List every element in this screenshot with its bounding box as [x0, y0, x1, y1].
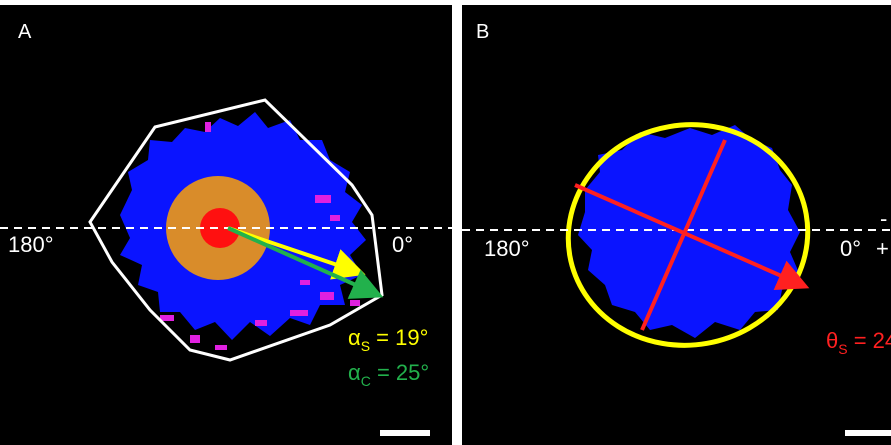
figure: A 180° 0° αS = 19° αC = 25° B 180° 0° + …	[0, 0, 891, 445]
text-part: α	[348, 325, 361, 350]
scale-bar	[380, 430, 430, 436]
annotation: αS = 19°	[348, 325, 428, 354]
panel-label: B	[476, 21, 489, 43]
panel-label: A	[18, 21, 32, 43]
text-part: S	[838, 341, 847, 357]
text-part: = 25°	[371, 360, 429, 385]
angle-label: 0°	[840, 236, 861, 261]
text-part: S	[361, 338, 370, 354]
text-part: α	[348, 360, 361, 385]
annotation: θS = 24°	[826, 328, 891, 357]
text-part: C	[361, 373, 371, 389]
sign-label: -	[880, 206, 887, 231]
angle-label: 180°	[8, 232, 54, 257]
sign-label: +	[876, 236, 889, 261]
angle-label: 0°	[392, 232, 413, 257]
text-part: = 24°	[848, 328, 891, 353]
panel-a: A 180° 0° αS = 19° αC = 25°	[0, 5, 452, 445]
text-part: θ	[826, 328, 838, 353]
annotation: αC = 25°	[348, 360, 429, 389]
angle-label: 180°	[484, 236, 530, 261]
panel-b: B 180° 0° + - θS = 24°	[462, 5, 891, 445]
text-part: = 19°	[370, 325, 428, 350]
scale-bar	[845, 430, 891, 436]
